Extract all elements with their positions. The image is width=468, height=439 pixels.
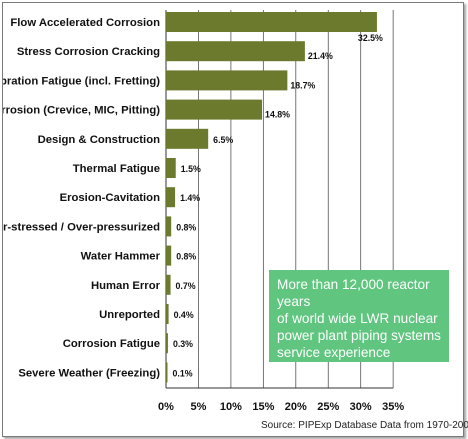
source-note: Source: PIPExp Database Data from 1970-2… [261, 420, 468, 431]
bar [166, 216, 172, 237]
category-label: Over-stressed / Over-pressurized [3, 221, 160, 233]
value-label: 0.4% [174, 310, 194, 320]
bar [166, 128, 209, 149]
value-label: 0.8% [176, 252, 196, 262]
bar [166, 333, 168, 354]
bar [166, 362, 168, 383]
bar [166, 245, 172, 266]
bar [166, 304, 169, 324]
bar [166, 187, 176, 208]
category-label: Stress Corrosion Cracking [17, 46, 160, 58]
value-label: 21.4% [308, 51, 333, 61]
value-label: 0.1% [173, 368, 193, 378]
value-label: 18.7% [290, 80, 315, 90]
bar [166, 158, 176, 178]
x-tick-label: 5% [190, 401, 206, 413]
bar [166, 70, 288, 91]
bar-chart: 0% 5% 10% 15% 20% 25% 30% 35% Flow Accelerated C… [3, 10, 404, 413]
x-tick-label: 0% [158, 401, 174, 413]
bar [166, 99, 263, 120]
bar [166, 12, 377, 32]
x-tick-label: 10% [220, 401, 242, 413]
category-label: Design & Construction [38, 134, 160, 146]
category-label: Vibration Fatigue (incl. Fretting) [3, 75, 160, 87]
category-label: Thermal Fatigue [73, 163, 160, 175]
value-label: 1.5% [181, 164, 201, 174]
x-tick-label: 30% [350, 401, 372, 413]
value-label: 0.8% [176, 222, 196, 232]
category-label: Unreported [99, 309, 160, 321]
category-label: Water Hammer [81, 251, 161, 263]
x-tick-label: 35% [382, 401, 404, 413]
category-label: Corrosion Fatigue [63, 338, 160, 350]
value-label: 0.7% [176, 281, 196, 291]
bar [166, 41, 305, 62]
bar [166, 274, 171, 295]
category-label: Human Error [91, 280, 161, 292]
value-label: 32.5% [358, 33, 383, 43]
value-label: 14.8% [265, 110, 290, 120]
value-label: 0.3% [173, 339, 193, 349]
x-tick-label: 20% [285, 401, 307, 413]
category-label: Flow Accelerated Corrosion [10, 17, 160, 29]
category-label: Erosion-Cavitation [60, 192, 161, 204]
value-label: 6.5% [213, 135, 233, 145]
category-label: Severe Weather (Freezing) [18, 367, 160, 379]
annotation-box: More than 12,000 reactor years of world … [269, 270, 449, 362]
x-tick-label: 15% [252, 401, 274, 413]
value-label: 1.4% [180, 193, 200, 203]
x-tick-label: 25% [317, 401, 339, 413]
category-label: Corrosion (Crevice, MIC, Pitting) [3, 105, 160, 117]
